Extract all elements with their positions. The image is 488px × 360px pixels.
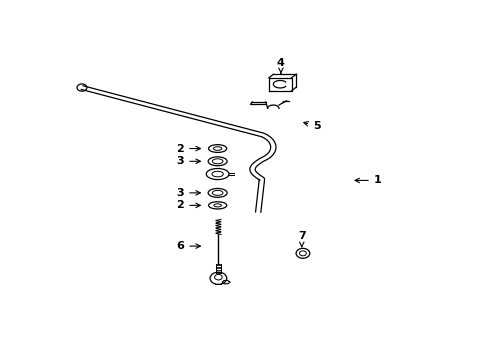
- Text: 5: 5: [303, 121, 320, 131]
- Text: 3: 3: [176, 156, 200, 166]
- Text: 2: 2: [176, 201, 200, 210]
- Text: 7: 7: [297, 231, 305, 247]
- Text: 6: 6: [176, 241, 200, 251]
- Text: 3: 3: [176, 188, 200, 198]
- Text: 1: 1: [354, 175, 381, 185]
- Text: 4: 4: [276, 58, 285, 73]
- Text: 2: 2: [176, 144, 200, 153]
